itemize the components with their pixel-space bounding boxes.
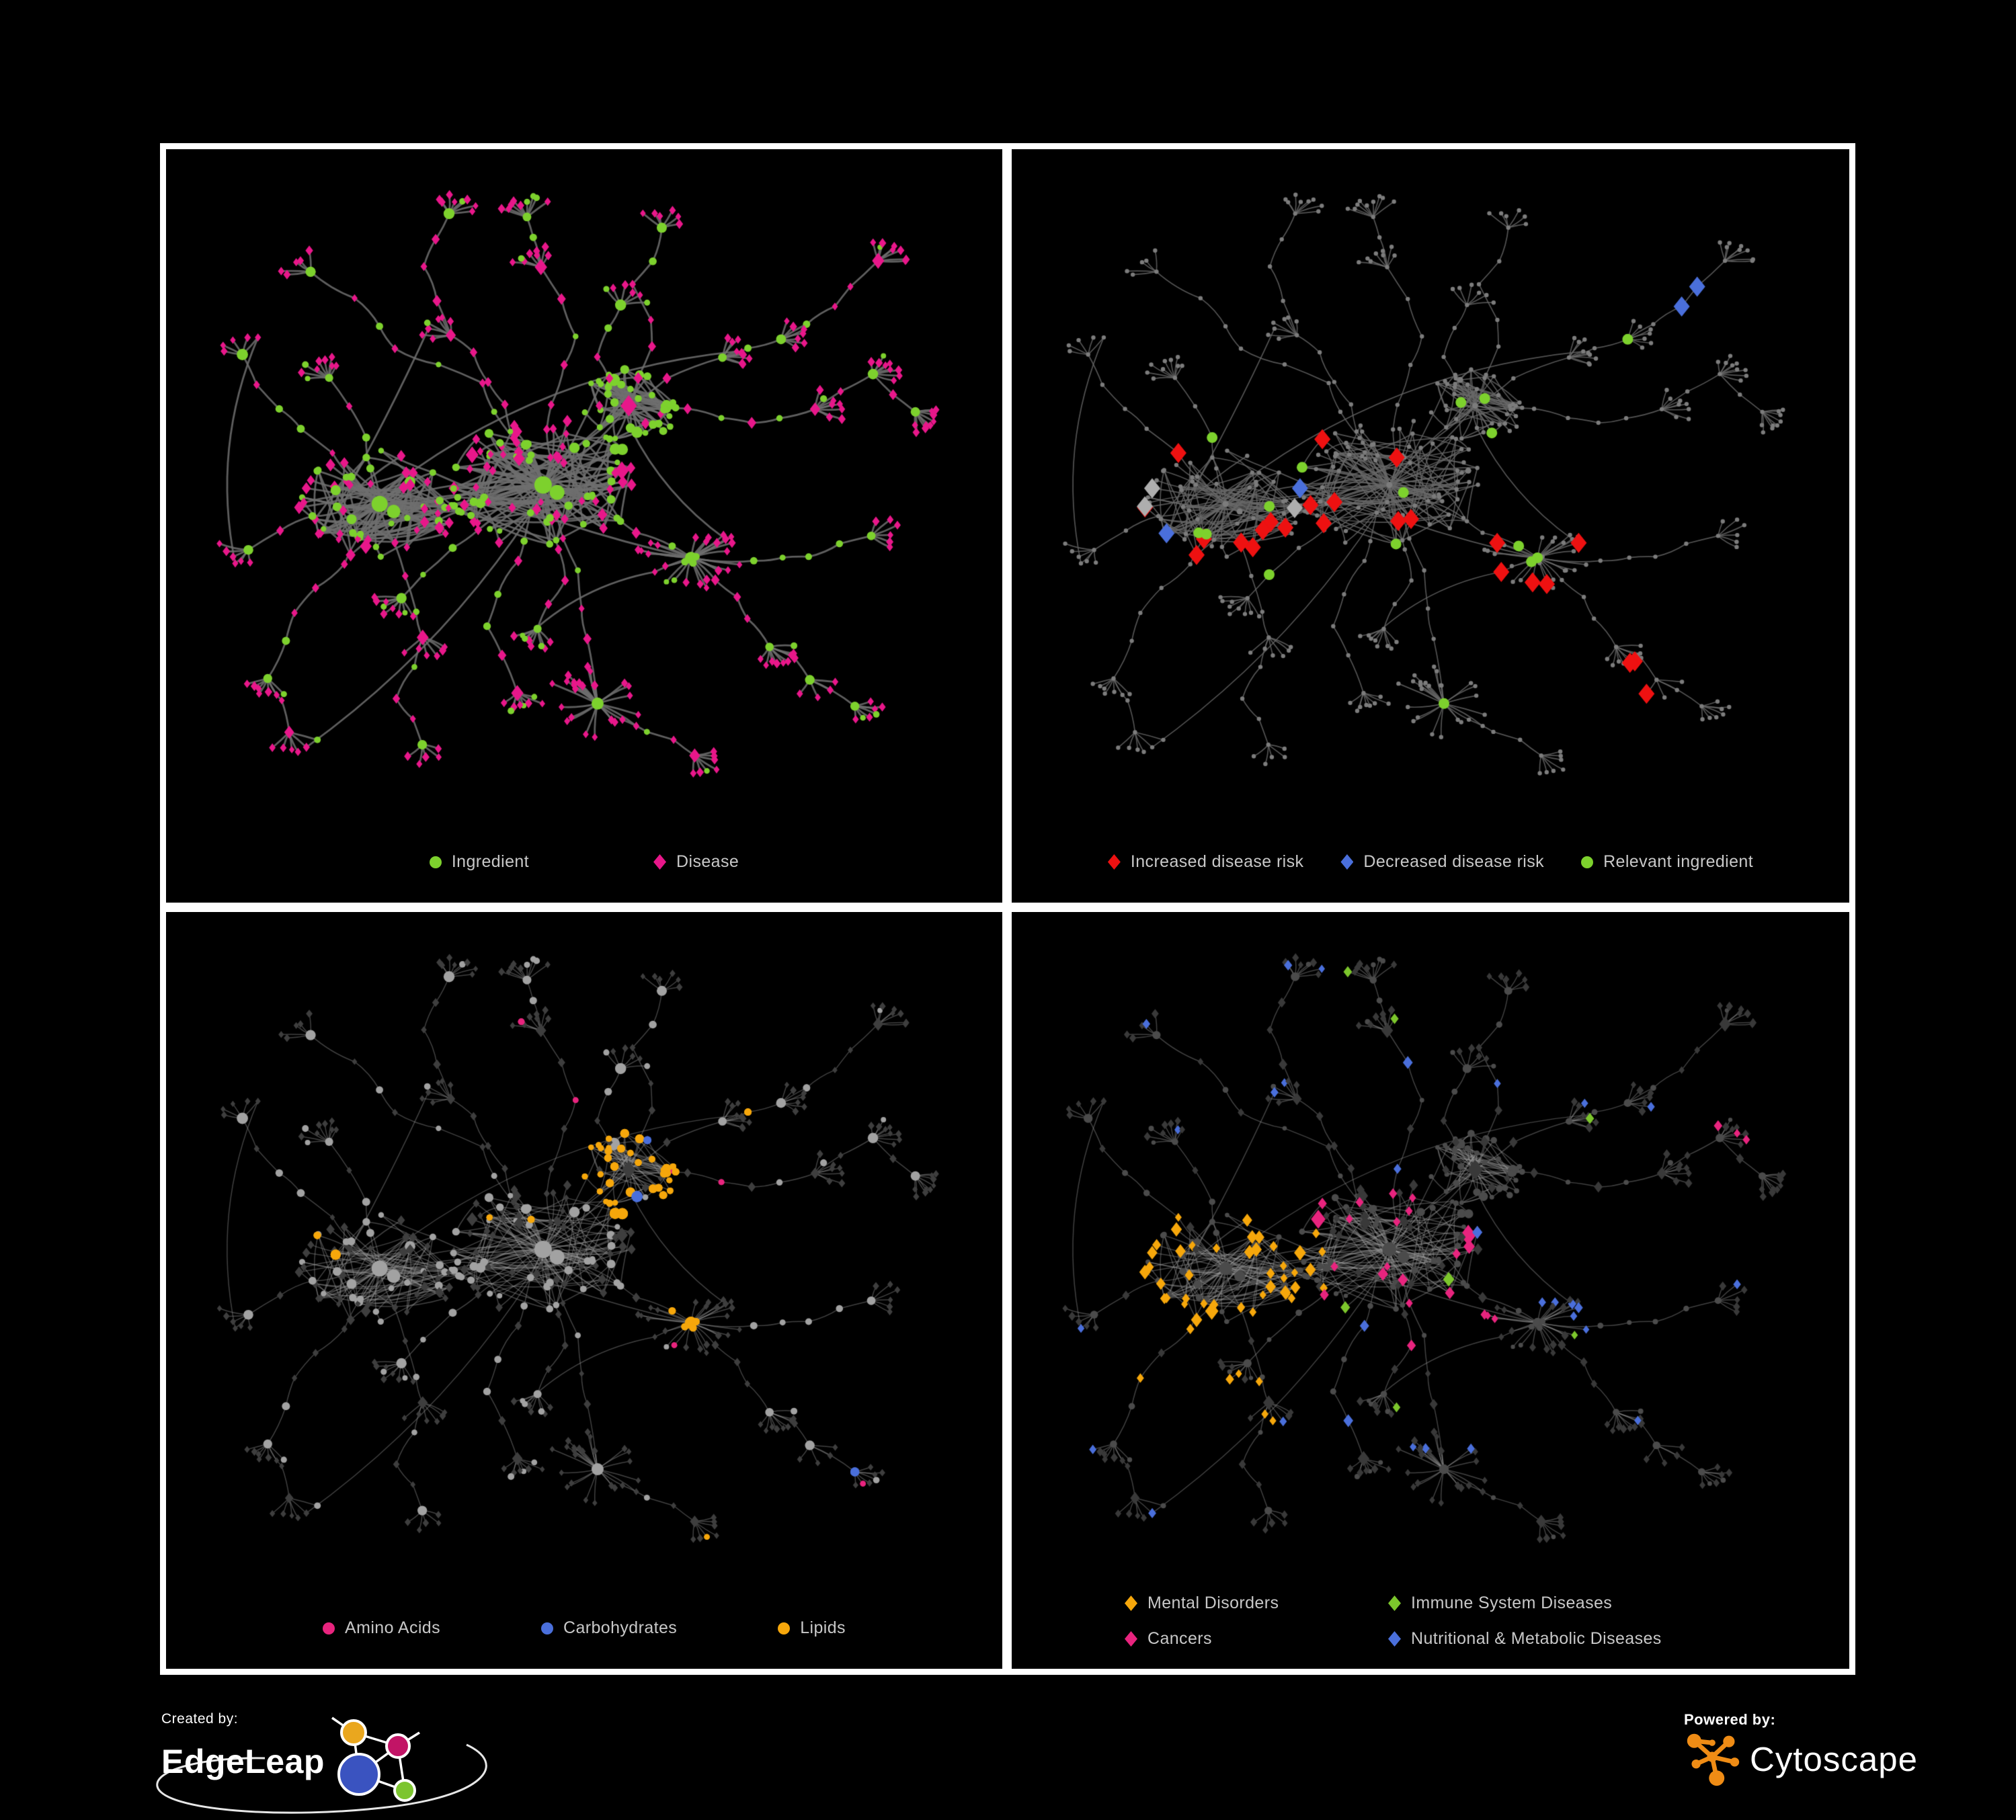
diamond-marker-icon — [1388, 1596, 1401, 1611]
network-canvas-nutrient-classes — [166, 912, 990, 1657]
legend-item: Immune System Diseases — [1388, 1594, 1662, 1613]
legend-disease-categories: Mental Disorders Immune System Diseases Ca… — [1125, 1594, 1662, 1649]
diamond-marker-icon — [1388, 1631, 1401, 1647]
legend-label: Relevant ingredient — [1603, 852, 1754, 871]
circle-marker-icon — [541, 1622, 554, 1635]
diamond-marker-icon — [1107, 854, 1121, 870]
legend-item: Increased disease risk — [1107, 852, 1304, 872]
cytoscape-logo-icon — [1687, 1733, 1740, 1786]
network-canvas-ingredient-disease — [166, 149, 990, 891]
legend-item: Mental Disorders — [1125, 1594, 1388, 1613]
diamond-marker-icon — [1125, 1631, 1137, 1647]
credit-powered-by: Powered by: — [1684, 1711, 1918, 1788]
legend-label: Immune System Diseases — [1411, 1594, 1613, 1612]
legend-label: Decreased disease risk — [1363, 852, 1545, 871]
legend-disease-risk: Increased disease risk Decreased disease … — [1012, 852, 1849, 872]
legend-ingredient-disease: Ingredient Disease — [166, 852, 1002, 872]
legend-item: Decreased disease risk — [1340, 852, 1544, 872]
legend-label: Increased disease risk — [1130, 852, 1304, 871]
panel-disease-categories: Mental Disorders Immune System Diseases Ca… — [1006, 906, 1855, 1675]
legend-label: Disease — [676, 852, 739, 871]
diamond-marker-icon — [1125, 1596, 1137, 1611]
panel-disease-risk: Increased disease risk Decreased disease … — [1006, 143, 1855, 909]
legend-item: Disease — [653, 852, 739, 872]
credit-created-by: Created by: EdgeLeap — [156, 1711, 538, 1814]
network-canvas-disease-risk — [1012, 149, 1837, 891]
legend-item: Cancers — [1125, 1629, 1388, 1649]
legend-item: Ingredient — [429, 852, 530, 872]
legend-label: Nutritional & Metabolic Diseases — [1411, 1629, 1662, 1648]
edgeleap-logo-icon — [331, 1716, 420, 1802]
circle-marker-icon — [323, 1622, 335, 1635]
diamond-marker-icon — [653, 854, 667, 870]
panel-nutrient-classes: Amino Acids Carbohydrates Lipids — [160, 906, 1008, 1675]
circle-marker-icon — [778, 1622, 791, 1635]
legend-nutrient-classes: Amino Acids Carbohydrates Lipids — [166, 1618, 1002, 1638]
legend-label: Carbohydrates — [563, 1618, 678, 1637]
legend-item: Relevant ingredient — [1581, 852, 1753, 872]
legend-item: Amino Acids — [323, 1618, 440, 1638]
legend-label: Cancers — [1147, 1629, 1212, 1648]
network-canvas-disease-categories — [1012, 912, 1837, 1657]
panel-ingredient-disease: Ingredient Disease — [160, 143, 1008, 909]
legend-item: Nutritional & Metabolic Diseases — [1388, 1629, 1662, 1649]
edgeleap-wordmark: EdgeLeap — [161, 1743, 325, 1780]
powered-by-label: Powered by: — [1684, 1711, 1776, 1728]
legend-label: Amino Acids — [345, 1618, 441, 1637]
legend-label: Mental Disorders — [1147, 1594, 1279, 1612]
diamond-marker-icon — [1340, 854, 1354, 870]
circle-marker-icon — [429, 856, 442, 868]
legend-item: Lipids — [778, 1618, 846, 1638]
cytoscape-wordmark: Cytoscape — [1750, 1739, 1918, 1778]
edgeleap-swoosh-icon — [156, 1743, 487, 1814]
legend-item: Carbohydrates — [541, 1618, 677, 1638]
circle-marker-icon — [1581, 856, 1594, 868]
legend-label: Ingredient — [451, 852, 530, 871]
legend-label: Lipids — [800, 1618, 846, 1637]
created-by-label: Created by: — [161, 1711, 239, 1727]
